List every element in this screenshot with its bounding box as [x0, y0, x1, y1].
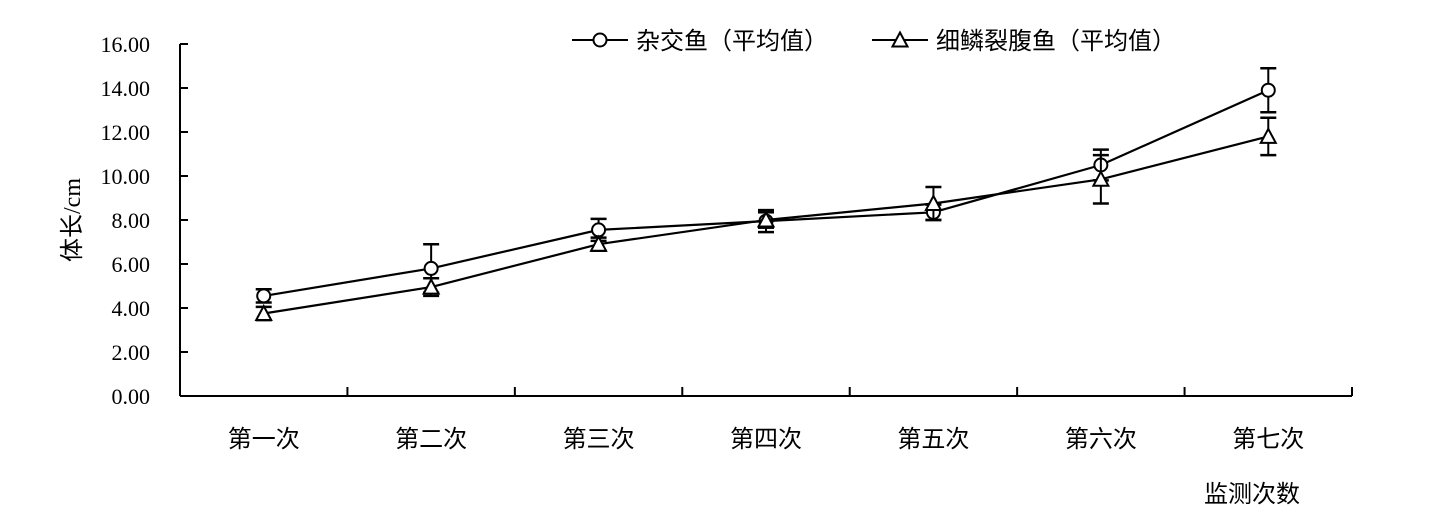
series-layer: [254, 66, 1278, 322]
series-line: [263, 89, 1269, 297]
legend-label-schizothorax: 细鳞裂腹鱼（平均值）: [936, 28, 1176, 55]
y-tick-label: 16.00: [101, 32, 151, 57]
data-point-circle: [256, 288, 272, 304]
data-point-circle: [1260, 82, 1276, 98]
y-axis-title: 体长/cm: [59, 178, 86, 262]
x-tick-label: 第七次: [1232, 426, 1304, 453]
x-axis-title: 监测次数: [1204, 481, 1300, 508]
series-2: [254, 116, 1278, 322]
y-tick-label: 4.00: [112, 296, 151, 321]
legend-circle-marker-icon: [592, 32, 608, 48]
y-tick-label: 0.00: [112, 384, 151, 409]
x-tick-label: 第一次: [228, 426, 300, 453]
x-tick-label: 第二次: [395, 426, 467, 453]
y-tick-label: 14.00: [101, 76, 151, 101]
x-tick-label: 第三次: [563, 426, 635, 453]
y-tick-label: 2.00: [112, 340, 151, 365]
legend-label-hybrid: 杂交鱼（平均值）: [636, 28, 828, 55]
x-tick-label: 第五次: [897, 426, 969, 453]
data-point-triangle: [924, 193, 943, 211]
data-point-triangle: [421, 277, 441, 295]
x-ticks: 第一次 第二次 第三次 第四次 第五次 第六次 第七次: [228, 387, 1353, 453]
data-point-triangle: [589, 234, 608, 252]
legend: 杂交鱼（平均值） 细鳞裂腹鱼（平均值）: [572, 28, 1176, 55]
data-point-triangle: [756, 210, 776, 228]
data-point-triangle: [1091, 169, 1111, 187]
x-tick-label: 第四次: [730, 426, 802, 453]
y-tick-label: 8.00: [112, 208, 151, 233]
y-tick-label: 12.00: [101, 120, 151, 145]
data-point-triangle: [254, 303, 273, 321]
legend-triangle-marker-icon: [890, 30, 910, 48]
data-point-circle: [591, 222, 607, 238]
y-tick-label: 10.00: [101, 164, 151, 189]
series-1: [255, 66, 1277, 304]
y-tick-label: 6.00: [112, 252, 151, 277]
data-point-circle: [423, 260, 439, 276]
data-point-triangle: [1259, 126, 1278, 144]
y-ticks: 0.00 2.00 4.00 6.00 8.00 10.00 12.00 14.00 16.00: [101, 32, 188, 409]
x-tick-label: 第六次: [1065, 426, 1137, 453]
